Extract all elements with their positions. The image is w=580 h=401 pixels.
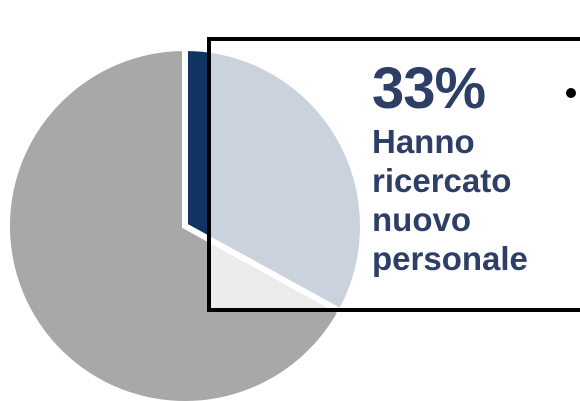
callout-value: 33% (372, 56, 486, 121)
callout-box (207, 37, 580, 312)
pie-slice-2 (4, 44, 346, 401)
callout: 33% Hanno ricercato nuovo personale (372, 56, 572, 278)
callout-caption-line: Hanno (372, 123, 475, 160)
callout-caption: Hanno ricercato nuovo personale (372, 122, 572, 278)
callout-caption-line: nuovo (372, 201, 471, 238)
callout-caption-line: personale (372, 240, 528, 277)
corner-dot (566, 88, 576, 98)
callout-caption-line: ricercato (372, 162, 512, 199)
